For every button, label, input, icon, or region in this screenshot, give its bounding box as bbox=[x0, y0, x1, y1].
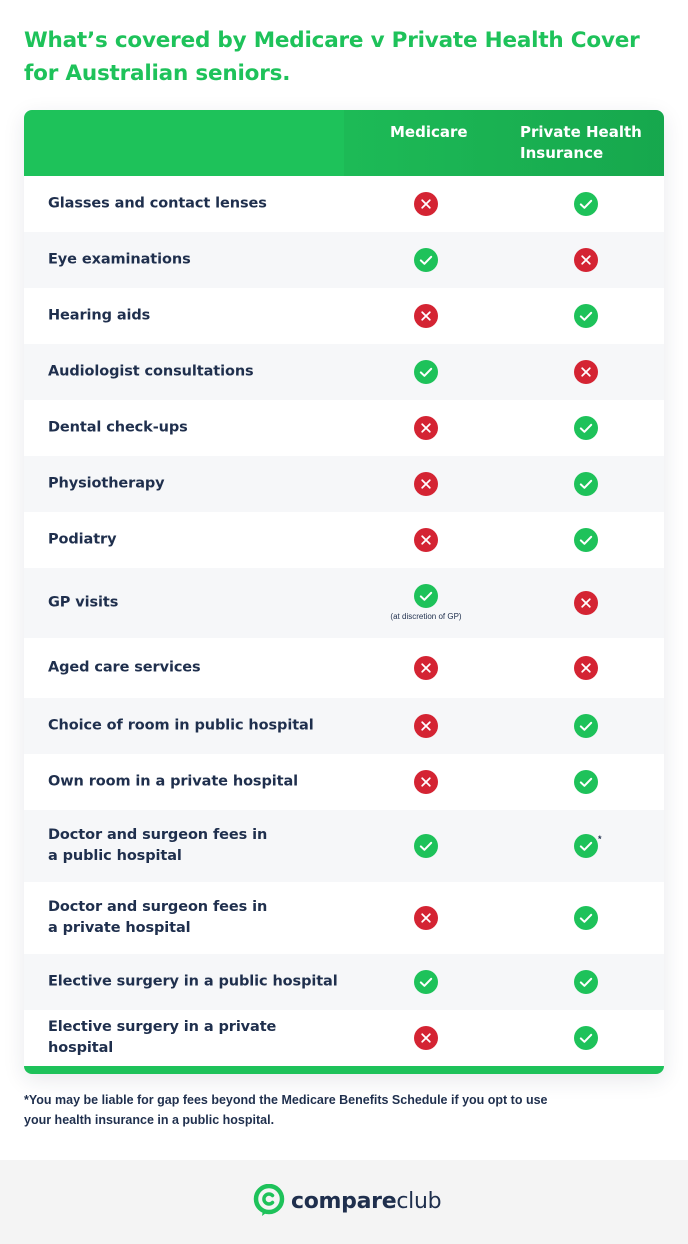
row-label: Audiologist consultations bbox=[48, 363, 254, 380]
row-label: Dental check-ups bbox=[48, 419, 188, 436]
check-icon bbox=[574, 472, 598, 496]
check-icon bbox=[574, 192, 598, 216]
brand-logo[interactable]: compareclub bbox=[253, 1184, 442, 1218]
row-label: Doctor and surgeon fees in a public hospi… bbox=[48, 827, 268, 864]
row-label: Physiotherapy bbox=[48, 475, 165, 492]
row-label: Elective surgery in a public hospital bbox=[48, 973, 338, 990]
row-label: Glasses and contact lenses bbox=[48, 195, 267, 212]
row-label: Hearing aids bbox=[48, 307, 151, 324]
cross-icon bbox=[414, 192, 438, 216]
check-icon bbox=[574, 770, 598, 794]
table-row: Doctor and surgeon fees in a public hospi… bbox=[24, 810, 664, 882]
row-label: Eye examinations bbox=[48, 251, 191, 268]
table-row: Dental check-ups bbox=[24, 400, 664, 456]
check-icon bbox=[574, 416, 598, 440]
table-row: Audiologist consultations bbox=[24, 344, 664, 400]
table-row: Elective surgery in a public hospital bbox=[24, 954, 664, 1010]
footnote: *You may be liable for gap fees beyond t… bbox=[24, 1093, 548, 1127]
check-icon bbox=[574, 528, 598, 552]
cross-icon bbox=[414, 656, 438, 680]
table-row: Podiatry bbox=[24, 512, 664, 568]
cross-icon bbox=[414, 416, 438, 440]
table-header: Medicare Private Health Insurance bbox=[24, 110, 664, 176]
row-label: Podiatry bbox=[48, 531, 117, 548]
check-icon bbox=[414, 970, 438, 994]
cross-icon bbox=[414, 472, 438, 496]
row-label: Doctor and surgeon fees in a private hosp… bbox=[48, 899, 268, 936]
row-label: Elective surgery in a private hospital bbox=[48, 1019, 277, 1056]
check-icon bbox=[574, 906, 598, 930]
table-row: Physiotherapy bbox=[24, 456, 664, 512]
footnote-asterisk: * bbox=[598, 834, 602, 844]
check-icon bbox=[414, 584, 438, 608]
row-label: Aged care services bbox=[48, 659, 201, 676]
coverage-table: Medicare Private Health Insurance Glasse… bbox=[24, 110, 664, 1074]
medicare-note: (at discretion of GP) bbox=[390, 612, 462, 621]
check-icon bbox=[414, 834, 438, 858]
title-line-1: What’s covered by Medicare v Private Hea… bbox=[24, 28, 640, 53]
brand-wordmark: compareclub bbox=[291, 1188, 442, 1214]
compareclub-logo-icon bbox=[253, 1184, 285, 1216]
footer: compareclub bbox=[0, 1160, 688, 1244]
check-icon bbox=[574, 714, 598, 738]
row-label: GP visits bbox=[48, 594, 119, 611]
cross-icon bbox=[574, 360, 598, 384]
table-row: Glasses and contact lenses bbox=[24, 176, 664, 232]
check-icon bbox=[414, 248, 438, 272]
cross-icon bbox=[414, 304, 438, 328]
check-icon bbox=[574, 1026, 598, 1050]
table-row: Choice of room in public hospital bbox=[24, 698, 664, 754]
table-row: Doctor and surgeon fees in a private hosp… bbox=[24, 882, 664, 954]
check-icon bbox=[574, 970, 598, 994]
table-row: Own room in a private hospital bbox=[24, 754, 664, 810]
check-icon bbox=[574, 834, 598, 858]
page-title: What’s covered by Medicare v Private Hea… bbox=[24, 24, 664, 90]
cross-icon bbox=[414, 770, 438, 794]
cross-icon bbox=[414, 906, 438, 930]
cross-icon bbox=[414, 1026, 438, 1050]
cross-icon bbox=[574, 591, 598, 615]
table-row: Hearing aids bbox=[24, 288, 664, 344]
cross-icon bbox=[574, 248, 598, 272]
row-label: Choice of room in public hospital bbox=[48, 717, 314, 734]
check-icon bbox=[574, 304, 598, 328]
table-row: Aged care services bbox=[24, 638, 664, 698]
header-medicare: Medicare bbox=[390, 123, 468, 141]
check-icon bbox=[414, 360, 438, 384]
table-body: Glasses and contact lenses Eye examinatio… bbox=[24, 176, 664, 1066]
cross-icon bbox=[414, 528, 438, 552]
table-row: Elective surgery in a private hospital bbox=[24, 1010, 664, 1066]
cross-icon bbox=[574, 656, 598, 680]
table-row: Eye examinations bbox=[24, 232, 664, 288]
header-private-health-insurance: Private Health Insurance bbox=[520, 123, 642, 162]
table-row: GP visits (at discretion of GP) bbox=[24, 568, 664, 638]
cross-icon bbox=[414, 714, 438, 738]
row-label: Own room in a private hospital bbox=[48, 773, 298, 790]
title-line-2: for Australian seniors. bbox=[24, 61, 291, 86]
